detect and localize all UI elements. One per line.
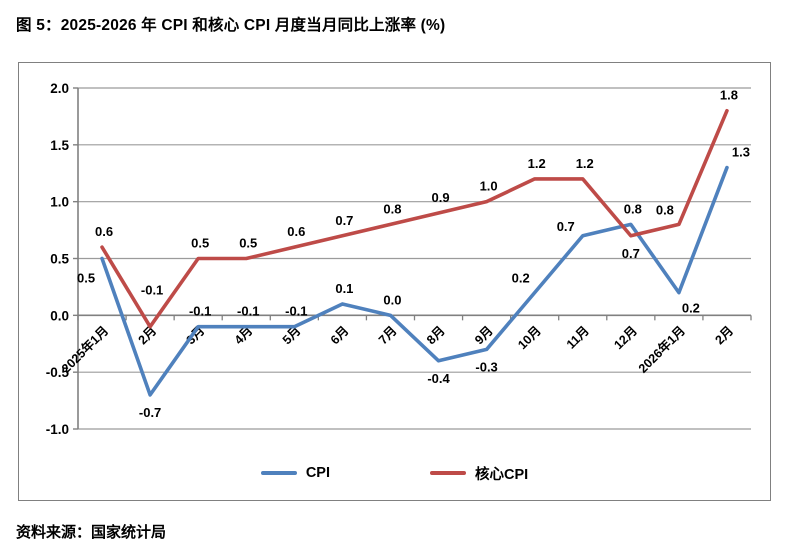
x-axis-category-label: 2025年1月 (58, 323, 111, 376)
core-cpi-data-label: 0.8 (383, 201, 401, 216)
legend-item-core-cpi: 核心CPI (430, 463, 528, 484)
y-axis-tick-label: 1.5 (50, 138, 69, 153)
x-axis-category-label: 2月 (712, 324, 736, 348)
cpi-data-label: 0.2 (682, 301, 700, 316)
cpi-legend-swatch (260, 471, 297, 475)
x-axis-category-label: 7月 (376, 324, 400, 348)
core-cpi-data-label: -0.1 (141, 283, 163, 298)
core-cpi-legend-swatch (430, 471, 466, 475)
core-cpi-data-label: 0.5 (191, 236, 209, 251)
core-cpi-data-label: 0.7 (622, 246, 640, 261)
core-cpi-data-label: 0.9 (431, 190, 449, 205)
cpi-data-label: 0.2 (512, 271, 530, 286)
core-cpi-data-label: 1.2 (576, 156, 594, 171)
x-axis-category-label: 10月 (515, 324, 544, 353)
core-cpi-data-label: 0.8 (656, 202, 674, 217)
cpi-data-label: -0.1 (237, 304, 259, 319)
cpi-data-label: -0.4 (427, 371, 450, 386)
core-cpi-data-label: 0.6 (287, 224, 305, 239)
chart-legend: CPI 核心CPI (19, 462, 770, 484)
cpi-data-label: 0.8 (624, 201, 642, 216)
y-axis-tick-label: 1.0 (50, 195, 69, 210)
cpi-data-label: -0.7 (139, 405, 161, 420)
core-cpi-legend-label: 核心CPI (475, 466, 529, 483)
cpi-data-label: 1.3 (732, 145, 750, 160)
core-cpi-data-label: 1.0 (480, 179, 498, 194)
x-axis-category-label: 11月 (564, 324, 592, 352)
cpi-data-label: 0.7 (557, 219, 575, 234)
core-cpi-data-label: 1.8 (720, 88, 738, 103)
cpi-legend-label: CPI (305, 465, 330, 481)
chart-frame: 2.0 1.5 1.0 0.5 0.0 -0.5 -1.0 2025年1月 2月 3月 4月 5月 6月… (18, 62, 771, 501)
cpi-data-label: -0.1 (285, 304, 307, 319)
core-cpi-data-label: 0.7 (335, 213, 353, 228)
y-axis-tick-label: 2.0 (50, 81, 69, 96)
x-axis-category-label: 8月 (424, 324, 448, 348)
legend-item-cpi: CPI (260, 465, 330, 481)
source-note: 资料来源：国家统计局 (16, 524, 167, 541)
y-axis-tick-label: -0.5 (46, 365, 70, 380)
y-axis-tick-label: 0.5 (50, 252, 69, 267)
core-cpi-data-label: 1.2 (528, 156, 546, 171)
cpi-data-label: 0.5 (77, 271, 95, 286)
chart-title: 图 5：2025-2026 年 CPI 和核心 CPI 月度当月同比上涨率 (%… (16, 17, 446, 34)
y-axis-tick-label: -1.0 (46, 422, 69, 437)
core-cpi-line (100, 108, 729, 329)
cpi-data-label: -0.1 (189, 304, 211, 319)
cpi-data-label: 0.0 (383, 292, 401, 307)
x-axis-category-label: 6月 (328, 324, 352, 348)
cpi-data-label: -0.3 (475, 359, 497, 374)
y-axis-tick-label: 0.0 (50, 308, 69, 323)
x-axis-category-label: 12月 (611, 324, 640, 353)
x-axis-category-label: 2月 (136, 324, 160, 348)
cpi-data-label: 0.1 (335, 281, 353, 296)
x-axis-category-label: 2026年1月 (635, 323, 688, 376)
core-cpi-data-label: 0.6 (95, 224, 113, 239)
core-cpi-data-label: 0.5 (239, 236, 257, 251)
